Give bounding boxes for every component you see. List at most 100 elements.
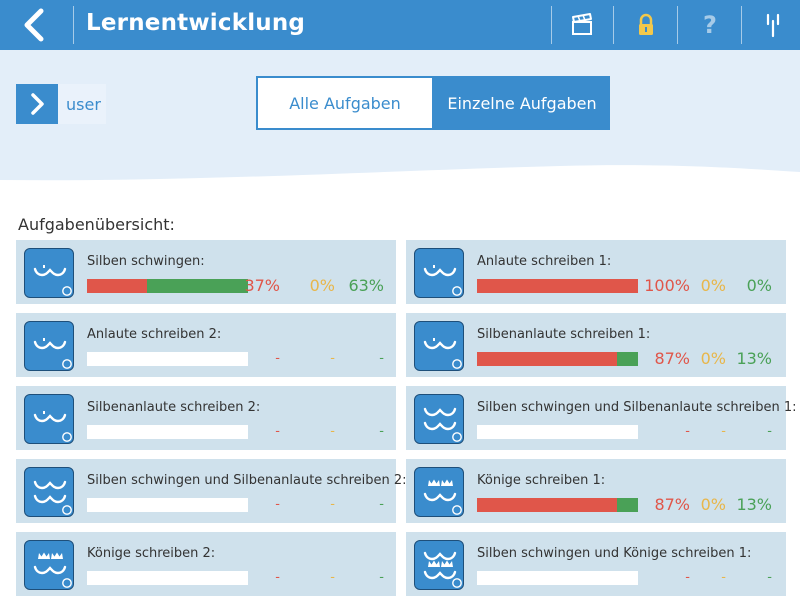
wrong-percentage: - — [685, 424, 690, 439]
divider — [613, 6, 614, 44]
wrong-percentage: 87% — [654, 495, 690, 514]
task-icon-button[interactable] — [414, 467, 464, 517]
task-card[interactable]: Silben schwingen und Silbenanlaute schre… — [406, 386, 797, 450]
single-wave-icon — [33, 265, 72, 296]
tab-all-tasks[interactable]: Alle Aufgaben — [256, 76, 434, 130]
correct-percentage: 13% — [736, 495, 772, 514]
lock-button[interactable] — [629, 8, 663, 42]
task-card[interactable]: Silbenanlaute schreiben 2: - - - — [16, 386, 396, 450]
correct-percentage: 63% — [348, 276, 384, 295]
task-name: Silben schwingen und Könige schreiben 1: — [477, 546, 752, 561]
divider — [741, 6, 742, 44]
tuning-fork-icon — [766, 13, 780, 38]
tuning-fork-button[interactable] — [756, 8, 790, 42]
double-wave-icon — [423, 407, 462, 442]
progress-correct — [617, 498, 638, 512]
task-name: Silbenanlaute schreiben 2: — [87, 400, 261, 415]
partial-percentage: 0% — [309, 276, 335, 295]
progress-bar — [87, 571, 248, 585]
progress-bar — [477, 571, 638, 585]
progress-bar — [87, 498, 248, 512]
wrong-percentage: - — [685, 570, 690, 585]
task-name: Silben schwingen: — [87, 254, 205, 269]
chevron-left-icon — [24, 8, 44, 42]
task-card[interactable]: Silben schwingen und Silbenanlaute schre… — [16, 459, 407, 523]
tab-single-tasks[interactable]: Einzelne Aufgaben — [434, 76, 610, 130]
single-wave-icon — [423, 265, 462, 296]
task-name: Könige schreiben 1: — [477, 473, 606, 488]
crown-wave-icon — [33, 552, 72, 588]
band-wave-decoration — [0, 165, 800, 200]
page-title: Lernentwicklung — [86, 10, 306, 36]
correct-percentage: 13% — [736, 349, 772, 368]
task-icon-button[interactable] — [24, 248, 74, 298]
partial-percentage: 0% — [700, 276, 726, 295]
task-card[interactable]: Könige schreiben 1: 87% 0% 13% — [406, 459, 786, 523]
progress-bar — [87, 279, 248, 293]
partial-percentage: - — [721, 424, 726, 439]
progress-bar — [477, 425, 638, 439]
partial-percentage: - — [721, 570, 726, 585]
help-icon: ? — [703, 11, 717, 39]
task-card[interactable]: Anlaute schreiben 2: - - - — [16, 313, 396, 377]
progress-correct — [146, 279, 248, 293]
task-icon-button[interactable] — [414, 540, 464, 590]
double-wave-icon — [33, 480, 72, 515]
single-wave-icon — [423, 338, 462, 369]
wrong-percentage: 37% — [244, 276, 280, 295]
user-label-background — [58, 84, 106, 124]
task-name: Könige schreiben 2: — [87, 546, 216, 561]
task-name: Silben schwingen und Silbenanlaute schre… — [477, 400, 797, 415]
correct-percentage: - — [767, 570, 772, 585]
progress-wrong — [477, 498, 618, 512]
progress-bar — [477, 352, 638, 366]
task-icon-button[interactable] — [24, 540, 74, 590]
top-bar: Lernentwicklung ? — [0, 0, 800, 50]
task-icon-button[interactable] — [414, 321, 464, 371]
wrong-percentage: - — [275, 497, 280, 512]
wrong-percentage: - — [275, 351, 280, 366]
user-select-button[interactable] — [16, 84, 58, 124]
user-name[interactable]: user — [66, 95, 101, 114]
correct-percentage: - — [379, 351, 384, 366]
task-icon-button[interactable] — [414, 248, 464, 298]
task-icon-button[interactable] — [414, 394, 464, 444]
single-wave-icon — [33, 338, 72, 369]
progress-wrong — [477, 279, 638, 293]
wrong-percentage: 87% — [654, 349, 690, 368]
task-name: Anlaute schreiben 1: — [477, 254, 612, 269]
correct-percentage: - — [379, 497, 384, 512]
wrong-percentage: - — [275, 424, 280, 439]
correct-percentage: 0% — [746, 276, 772, 295]
clapperboard-button[interactable] — [565, 8, 599, 42]
partial-percentage: - — [330, 497, 335, 512]
progress-bar — [87, 352, 248, 366]
help-button[interactable]: ? — [693, 8, 727, 42]
divider — [677, 6, 678, 44]
task-card[interactable]: Silbenanlaute schreiben 1: 87% 0% 13% — [406, 313, 786, 377]
correct-percentage: - — [379, 570, 384, 585]
task-card[interactable]: Silben schwingen und Könige schreiben 1:… — [406, 532, 786, 596]
task-name: Silbenanlaute schreiben 1: — [477, 327, 651, 342]
clapperboard-icon — [572, 13, 592, 35]
progress-wrong — [477, 352, 618, 366]
task-icon-button[interactable] — [24, 467, 74, 517]
task-card[interactable]: Könige schreiben 2: - - - — [16, 532, 396, 596]
task-icon-button[interactable] — [24, 321, 74, 371]
partial-percentage: 0% — [700, 349, 726, 368]
task-card[interactable]: Silben schwingen: 37% 0% 63% — [16, 240, 396, 304]
progress-wrong — [87, 279, 147, 293]
task-name: Anlaute schreiben 2: — [87, 327, 222, 342]
task-card[interactable]: Anlaute schreiben 1: 100% 0% 0% — [406, 240, 786, 304]
partial-percentage: 0% — [700, 495, 726, 514]
partial-percentage: - — [330, 424, 335, 439]
progress-bar — [477, 498, 638, 512]
crown-wave-icon — [423, 479, 462, 515]
task-icon-button[interactable] — [24, 394, 74, 444]
progress-correct — [617, 352, 638, 366]
correct-percentage: - — [379, 424, 384, 439]
back-button[interactable] — [14, 6, 54, 44]
double-crown-wave-icon — [423, 551, 462, 588]
single-wave-icon — [33, 411, 72, 442]
chevron-right-icon — [31, 93, 44, 115]
